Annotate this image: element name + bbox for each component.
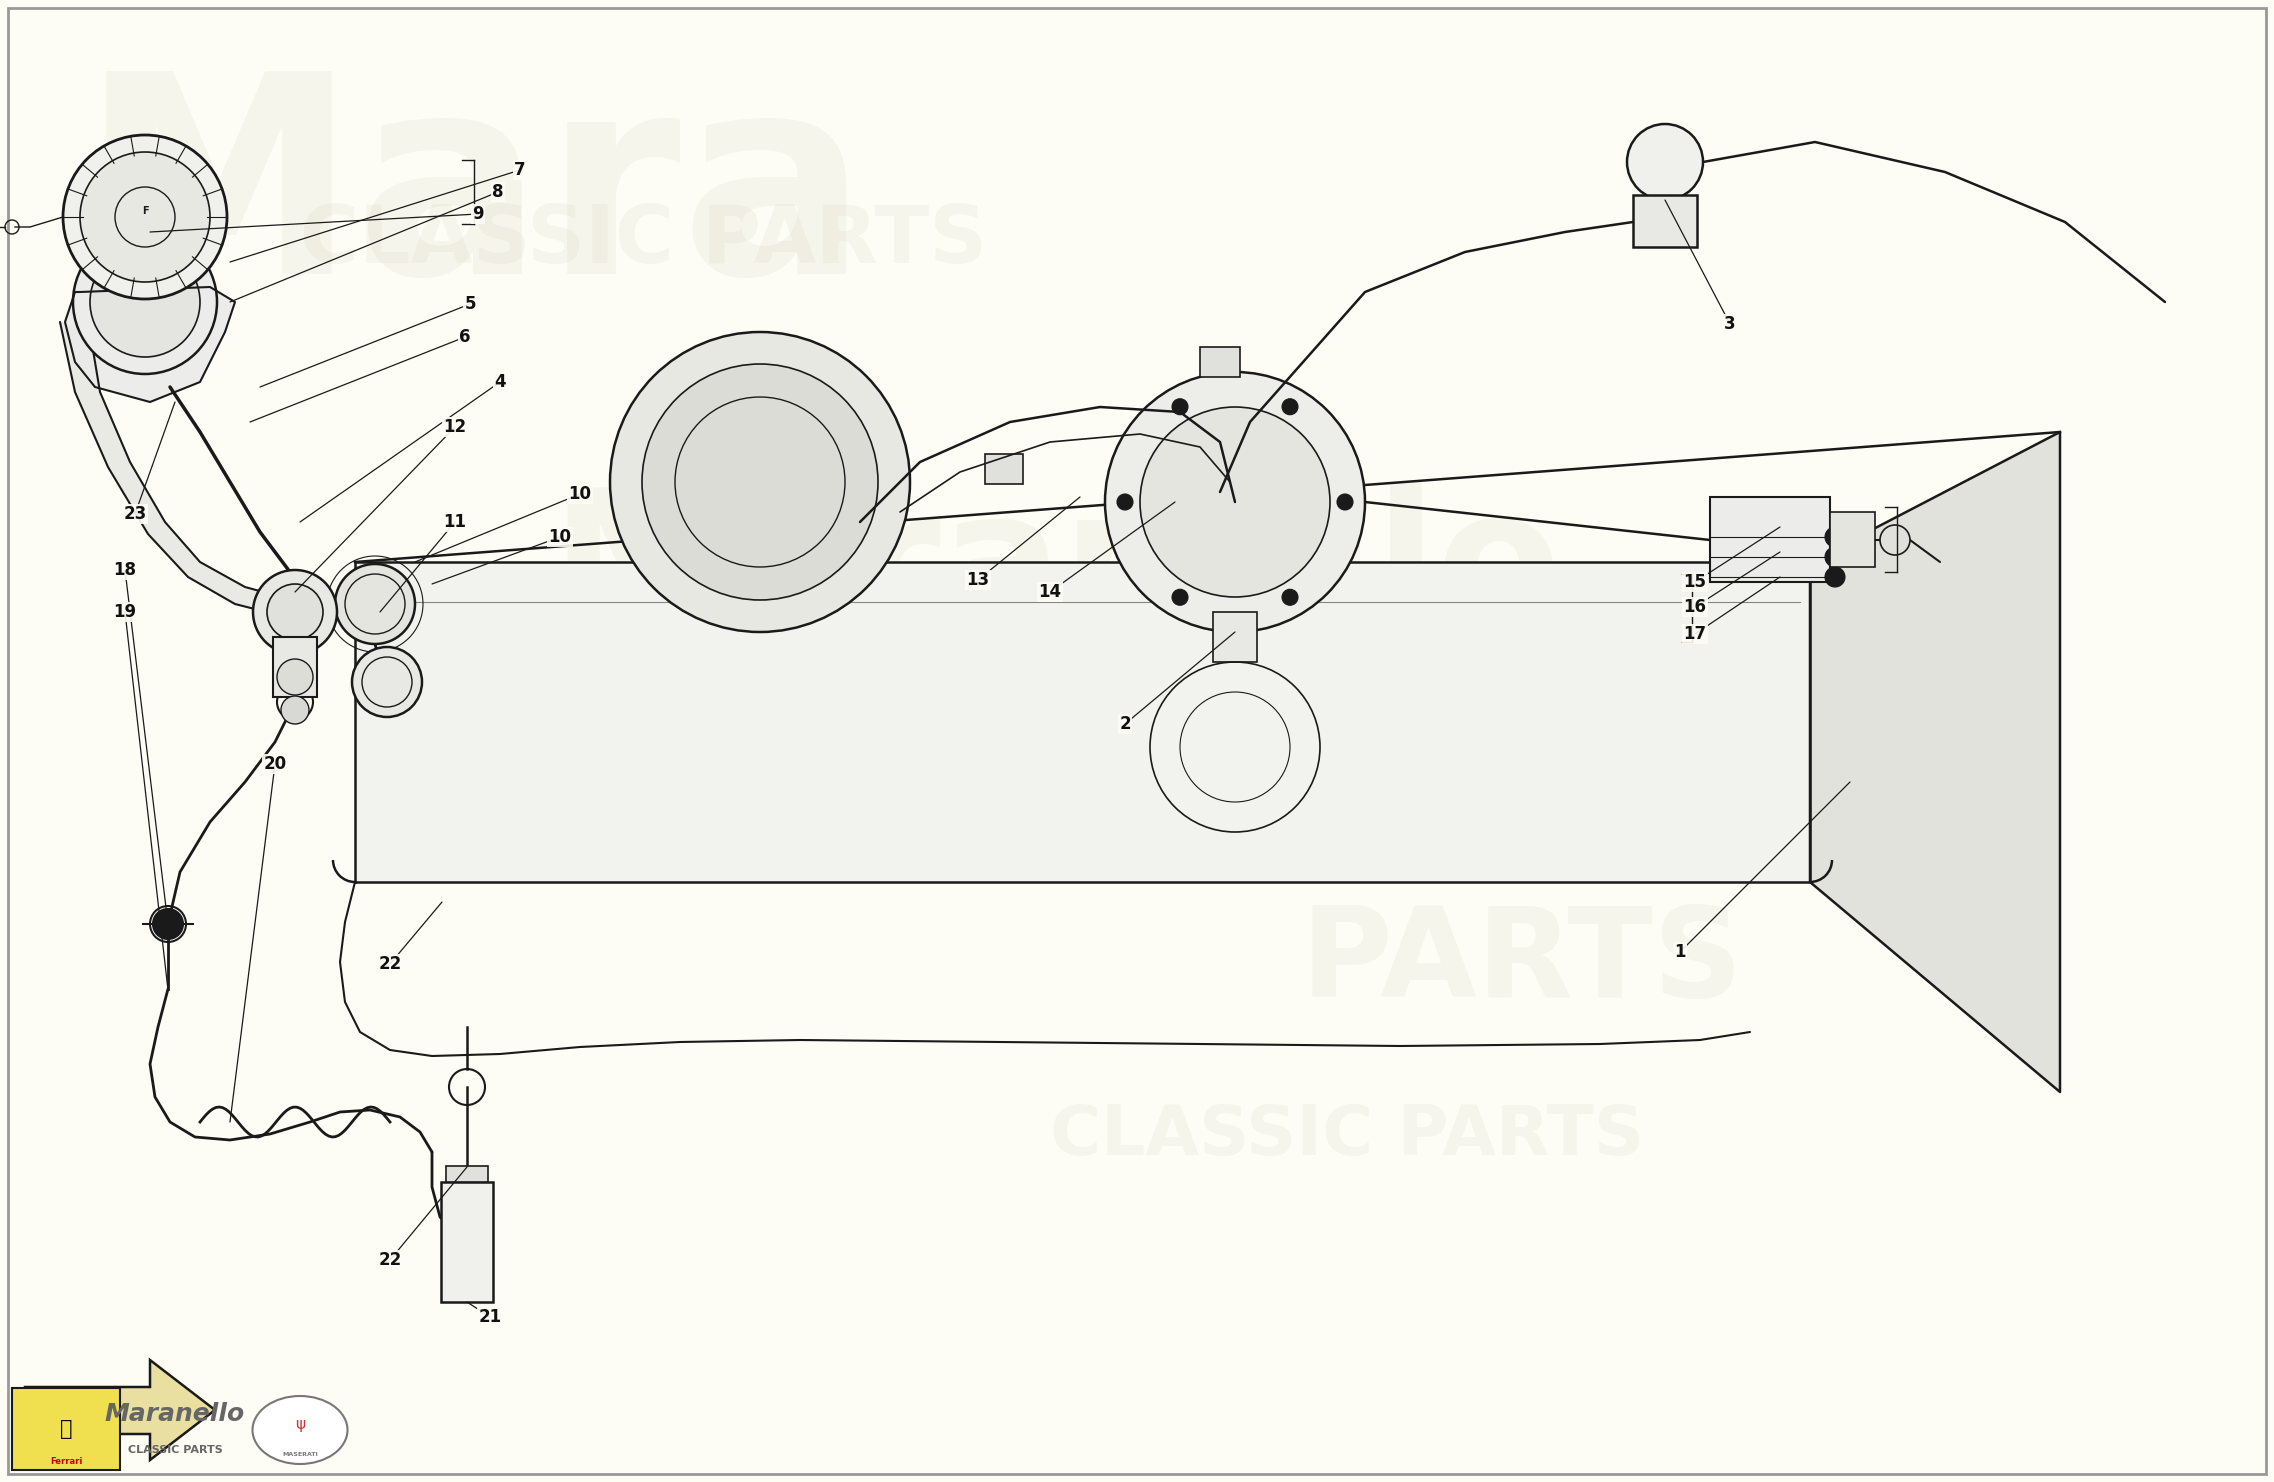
Ellipse shape [252, 1396, 348, 1464]
Bar [1633, 196, 1696, 247]
Text: 1: 1 [1674, 943, 1685, 960]
Circle shape [1881, 525, 1910, 554]
Text: 13: 13 [966, 571, 989, 588]
Circle shape [252, 571, 337, 654]
Bar [441, 1183, 493, 1303]
Circle shape [1826, 528, 1844, 547]
Bar [273, 637, 316, 697]
Polygon shape [66, 288, 234, 402]
Circle shape [1826, 547, 1844, 568]
Text: 22: 22 [377, 954, 402, 974]
Text: 10: 10 [568, 485, 591, 502]
Circle shape [1105, 372, 1364, 631]
Polygon shape [355, 562, 1810, 882]
Text: 17: 17 [1683, 625, 1706, 643]
Circle shape [1826, 568, 1844, 587]
Text: 🐎: 🐎 [59, 1418, 73, 1439]
Bar [446, 1166, 489, 1183]
Text: ψ: ψ [296, 1417, 305, 1432]
Circle shape [1626, 124, 1703, 200]
Circle shape [152, 908, 182, 940]
Circle shape [64, 135, 227, 299]
Text: 16: 16 [1683, 599, 1706, 617]
Polygon shape [1810, 431, 2060, 1092]
Text: CLASSIC PARTS: CLASSIC PARTS [1051, 1103, 1644, 1169]
Bar [985, 453, 1023, 485]
Text: Maranello: Maranello [550, 482, 1560, 658]
Circle shape [277, 659, 314, 695]
Text: 18: 18 [114, 562, 136, 579]
Circle shape [1117, 494, 1132, 510]
Circle shape [80, 153, 209, 282]
Polygon shape [25, 1360, 216, 1460]
Circle shape [641, 365, 878, 600]
Circle shape [91, 247, 200, 357]
Text: 7: 7 [514, 162, 525, 179]
Text: 3: 3 [1724, 316, 1735, 333]
Text: MASERATI: MASERATI [282, 1451, 318, 1457]
Text: 9: 9 [473, 205, 484, 222]
Text: 14: 14 [1039, 582, 1062, 602]
Text: 4: 4 [493, 373, 505, 391]
Circle shape [1171, 590, 1187, 605]
Text: 20: 20 [264, 754, 287, 774]
Circle shape [73, 230, 216, 373]
Text: Mara: Mara [80, 62, 869, 332]
Bar [1201, 347, 1239, 376]
Text: Maranello: Maranello [105, 1402, 246, 1426]
Bar [11, 1389, 121, 1470]
Circle shape [1283, 590, 1298, 605]
Text: 8: 8 [491, 182, 505, 202]
Text: 21: 21 [478, 1309, 503, 1326]
Text: CLASSIC PARTS: CLASSIC PARTS [127, 1445, 223, 1455]
Text: 5: 5 [464, 295, 475, 313]
Circle shape [1171, 399, 1187, 415]
Text: 15: 15 [1683, 574, 1706, 591]
Bar [1710, 496, 1831, 582]
Text: F: F [141, 206, 148, 216]
Text: Ferrari: Ferrari [50, 1457, 82, 1467]
Circle shape [334, 565, 414, 645]
Bar [1831, 511, 1876, 568]
Text: 2: 2 [1119, 714, 1130, 734]
Circle shape [352, 648, 423, 717]
Circle shape [266, 584, 323, 640]
Text: 23: 23 [123, 505, 146, 523]
Text: 12: 12 [443, 418, 466, 436]
Polygon shape [59, 322, 368, 619]
Bar [1212, 612, 1258, 662]
Circle shape [609, 332, 910, 631]
Text: 11: 11 [443, 513, 466, 531]
Text: 19: 19 [114, 603, 136, 621]
Circle shape [282, 697, 309, 725]
Circle shape [1283, 399, 1298, 415]
Circle shape [1337, 494, 1353, 510]
Circle shape [1139, 408, 1330, 597]
Text: CLASSIC PARTS: CLASSIC PARTS [300, 202, 987, 280]
Text: 10: 10 [548, 528, 571, 545]
Text: 22: 22 [377, 1251, 402, 1269]
Text: PARTS: PARTS [1301, 903, 1742, 1023]
Text: 6: 6 [459, 328, 471, 345]
